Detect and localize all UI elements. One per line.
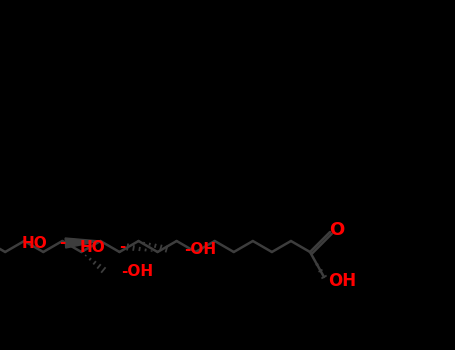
Text: OH: OH: [328, 272, 356, 290]
Text: -OH: -OH: [121, 265, 153, 280]
Text: -: -: [119, 239, 126, 254]
Text: -: -: [59, 236, 66, 251]
Polygon shape: [65, 238, 101, 248]
Text: HO: HO: [80, 239, 106, 254]
Text: HO: HO: [22, 236, 47, 251]
Text: -OH: -OH: [185, 243, 217, 258]
Text: O: O: [329, 221, 344, 239]
